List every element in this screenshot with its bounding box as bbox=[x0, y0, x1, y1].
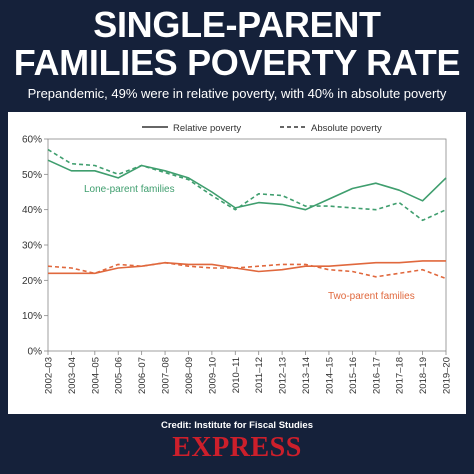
x-tick-label: 2009–10 bbox=[207, 357, 218, 394]
x-tick-label: 2018–19 bbox=[418, 357, 429, 394]
x-tick-label: 2002–03 bbox=[44, 357, 55, 394]
title-line-2: FAMILIES POVERTY RATE bbox=[13, 42, 461, 83]
x-tick-label: 2005–06 bbox=[114, 357, 125, 394]
y-tick-label: 10% bbox=[22, 311, 42, 322]
y-tick-label: 30% bbox=[22, 241, 42, 252]
x-tick-label: 2011–12 bbox=[254, 357, 265, 393]
x-tick-label: 2006–07 bbox=[137, 357, 148, 394]
y-tick-label: 60% bbox=[22, 135, 42, 146]
x-tick-label: 2013–14 bbox=[301, 357, 312, 394]
title-line-1: SINGLE-PARENT bbox=[93, 4, 381, 45]
two-parent-relative-line bbox=[48, 260, 446, 275]
x-tick-label: 2010–11 bbox=[231, 357, 242, 393]
x-tick-label: 2012–13 bbox=[278, 357, 289, 394]
two-parent-absolute-line bbox=[47, 261, 447, 280]
credit-line: Credit: Institute for Fiscal Studies bbox=[160, 420, 314, 431]
y-tick-label: 0% bbox=[28, 347, 43, 358]
x-tick-label: 2017–18 bbox=[395, 357, 406, 394]
legend-absolute-label: Absolute poverty bbox=[311, 123, 382, 134]
y-tick-label: 50% bbox=[22, 170, 42, 181]
x-tick-label: 2007–08 bbox=[161, 357, 172, 394]
subtitle: Prepandemic, 49% were in relative povert… bbox=[27, 86, 447, 101]
lone-parent-absolute-line bbox=[47, 148, 447, 222]
legend-relative-label: Relative poverty bbox=[173, 123, 241, 134]
x-tick-label: 2015–16 bbox=[348, 357, 359, 394]
x-tick-label: 2004–05 bbox=[90, 357, 101, 394]
lone-parent-annotation: Lone-parent families bbox=[84, 184, 175, 195]
x-tick-label: 2016–17 bbox=[371, 357, 382, 394]
lone-parent-relative-line bbox=[47, 159, 447, 211]
legend: Relative poverty Absolute poverty bbox=[142, 123, 382, 134]
x-tick-label: 2019–20 bbox=[442, 357, 453, 394]
x-tick-label: 2008–09 bbox=[184, 357, 195, 394]
two-parent-annotation: Two-parent families bbox=[328, 291, 415, 302]
chart-panel: 0% 10% 20% 30% 40% 50% 60% 2002–03 2003–04 2004–0… bbox=[8, 112, 466, 414]
y-tick-label: 40% bbox=[22, 205, 42, 216]
line-chart: 0% 10% 20% 30% 40% 50% 60% 2002–03 2003–04 2004–0… bbox=[22, 123, 453, 394]
series-lines bbox=[47, 148, 447, 280]
axes: 0% 10% 20% 30% 40% 50% 60% 2002–03 2003–04 2004–0… bbox=[22, 135, 453, 394]
x-tick-label: 2014–15 bbox=[324, 357, 335, 394]
express-logo: EXPRESS bbox=[172, 432, 302, 463]
y-tick-label: 20% bbox=[22, 276, 42, 287]
x-tick-label: 2003–04 bbox=[67, 357, 78, 394]
